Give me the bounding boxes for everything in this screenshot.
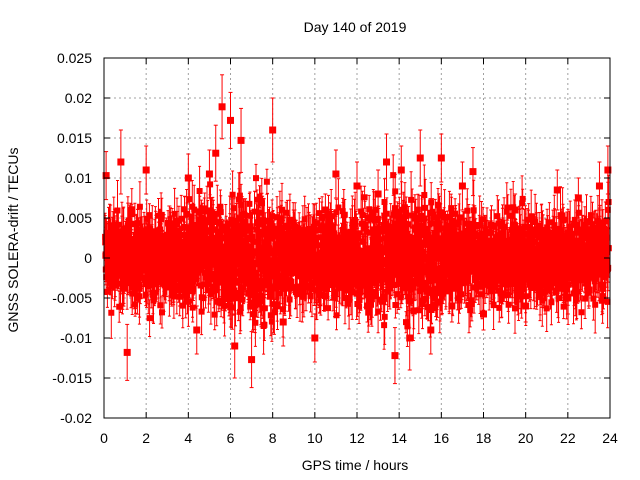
data-point <box>480 310 487 318</box>
data-point <box>383 158 391 166</box>
data-point <box>469 168 477 176</box>
data-point <box>364 302 372 310</box>
x-tick-label: 8 <box>269 430 277 446</box>
data-point <box>532 230 540 238</box>
data-point <box>458 182 466 190</box>
data-point <box>300 278 308 286</box>
data-point <box>406 334 414 342</box>
data-points <box>102 74 612 389</box>
data-point <box>321 206 329 214</box>
y-tick-label: -0.005 <box>52 290 92 306</box>
x-tick-label: 4 <box>184 430 192 446</box>
data-point <box>342 286 350 294</box>
data-point <box>553 186 561 194</box>
x-tick-label: 22 <box>560 430 576 446</box>
data-point <box>132 238 140 246</box>
data-point <box>248 356 256 364</box>
data-point <box>258 230 266 238</box>
data-point <box>604 166 612 174</box>
y-axis-label: GNSS SOLERA-drift / TECUs <box>5 148 21 333</box>
data-point <box>353 182 361 190</box>
data-point <box>153 278 161 286</box>
y-tick-label: 0.005 <box>57 210 92 226</box>
x-tick-label: 18 <box>476 430 492 446</box>
data-point <box>564 294 572 302</box>
data-point <box>231 342 239 350</box>
y-tick-label: -0.01 <box>60 330 92 346</box>
x-tick-label: 2 <box>142 430 150 446</box>
x-tick-label: 6 <box>227 430 235 446</box>
x-axis-label: GPS time / hours <box>302 457 409 473</box>
data-point <box>193 326 201 334</box>
data-point <box>391 352 399 360</box>
data-point <box>501 278 509 286</box>
y-tick-label: 0.02 <box>65 90 92 106</box>
y-tick-label: 0.015 <box>57 130 92 146</box>
data-point <box>117 158 125 166</box>
data-point <box>165 222 173 230</box>
y-tick-label: 0.025 <box>57 50 92 66</box>
data-point <box>511 206 519 214</box>
data-point <box>374 190 382 198</box>
y-tick-label: -0.015 <box>52 370 92 386</box>
data-point <box>212 149 220 157</box>
data-point <box>279 318 287 326</box>
data-point <box>311 334 319 342</box>
data-point <box>522 302 530 310</box>
data-point <box>332 170 340 178</box>
x-tick-label: 14 <box>391 430 407 446</box>
y-tick-labels: -0.02 -0.015 -0.01 -0.005 0 0.005 0.01 0.015 0.0… <box>52 50 92 426</box>
data-point <box>123 348 131 356</box>
data-point <box>448 302 456 310</box>
data-point <box>490 222 498 230</box>
x-tick-label: 16 <box>434 430 450 446</box>
data-point <box>102 172 110 180</box>
x-tick-label: 12 <box>349 430 365 446</box>
y-tick-label: 0.01 <box>65 170 92 186</box>
data-point <box>176 286 184 294</box>
data-point <box>595 182 603 190</box>
x-tick-label: 0 <box>100 430 108 446</box>
x-tick-label: 24 <box>602 430 618 446</box>
data-point <box>574 194 582 202</box>
data-point <box>237 136 245 144</box>
data-point <box>416 154 424 162</box>
y-tick-label: 0 <box>84 250 92 266</box>
data-point <box>437 154 445 162</box>
data-point <box>184 174 192 182</box>
data-point <box>427 326 435 334</box>
data-point <box>111 246 119 254</box>
dense-point-cloud <box>102 154 612 355</box>
y-tick-label: -0.02 <box>60 410 92 426</box>
data-point <box>222 246 230 254</box>
chart-title: Day 140 of 2019 <box>304 19 407 35</box>
data-point <box>585 286 593 294</box>
x-tick-labels: 0 2 4 6 8 10 12 14 16 18 20 22 24 <box>100 430 618 446</box>
data-cloud <box>102 154 612 355</box>
data-point <box>269 126 277 134</box>
axis-ticks <box>103 57 611 419</box>
data-point <box>205 170 213 178</box>
x-tick-label: 10 <box>307 430 323 446</box>
data-point <box>397 166 405 174</box>
x-tick-label: 20 <box>518 430 534 446</box>
data-point <box>543 286 551 294</box>
data-point <box>290 222 298 230</box>
data-point <box>227 116 234 124</box>
data-point <box>218 103 226 111</box>
data-point <box>142 166 150 174</box>
